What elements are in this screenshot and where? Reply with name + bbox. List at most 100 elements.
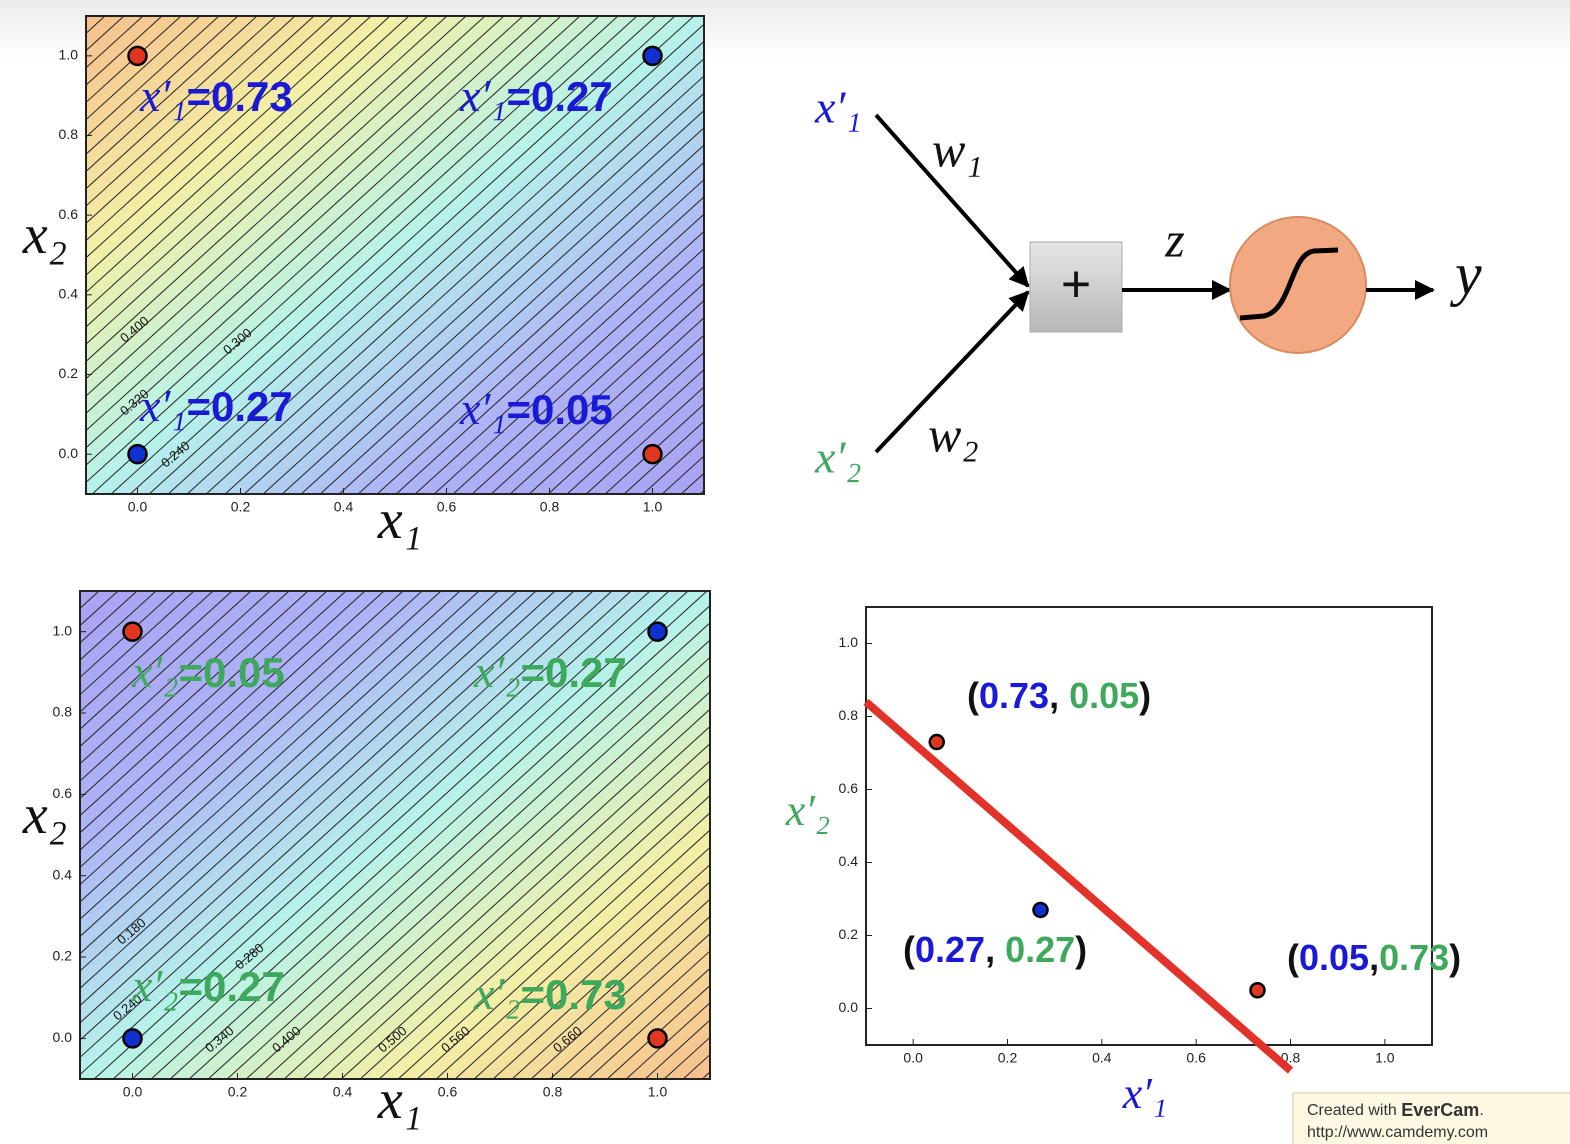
contour-line <box>80 591 290 782</box>
sigmoid-curve <box>1239 247 1339 321</box>
contour-line <box>530 915 710 1079</box>
contour-line <box>547 351 704 494</box>
contour-line <box>86 16 239 155</box>
y-axis-label: x₂ <box>22 204 67 266</box>
contour-line <box>91 16 619 494</box>
contour-line <box>112 591 651 1079</box>
contour-line <box>80 591 176 679</box>
x-tick-label: 0.6 <box>1186 1050 1206 1066</box>
contour-line <box>473 863 710 1079</box>
contour-line <box>86 16 258 173</box>
plot-bg <box>866 607 1432 1045</box>
contour-line <box>86 16 277 190</box>
weight-1: w₁ <box>932 121 983 177</box>
contour-line <box>86 16 201 121</box>
point-label-part: , <box>1049 675 1069 716</box>
x-tick-label: 0.4 <box>334 499 354 515</box>
point-label-part: ( <box>1287 937 1299 978</box>
contour-line <box>243 75 704 494</box>
contour-line <box>433 248 704 494</box>
contour-line <box>80 591 252 748</box>
x-axis-label: x₁ <box>377 489 422 551</box>
annotation: x′₂=0.05 <box>131 646 285 697</box>
x-tick-label: 0.2 <box>228 1084 248 1100</box>
watermark-suffix: . <box>1479 1102 1483 1119</box>
contour-line <box>129 16 657 494</box>
contour-line <box>86 16 505 397</box>
contour-line <box>321 725 710 1079</box>
contour-line <box>416 812 710 1079</box>
point-label-part: 0.27 <box>915 929 985 970</box>
contour-line <box>452 265 704 494</box>
contour-line <box>86 16 334 242</box>
point-label: (0.27, 0.27) <box>903 929 1087 970</box>
contour-fill <box>80 591 710 1079</box>
y-tick-label: 0.0 <box>839 999 859 1015</box>
contour-line <box>376 196 704 494</box>
edge-2 <box>874 290 1030 454</box>
contour-line <box>80 591 575 1041</box>
y-tick-label: 0.6 <box>59 206 79 222</box>
data-point <box>127 45 148 67</box>
chart: 0.0 0.2 0.4 0.6 0.8 1.00.00.20.40.60.81.0x′₁x… <box>785 606 1461 1118</box>
contour-line <box>86 16 353 259</box>
output-label: y <box>1449 241 1482 307</box>
neuron-diagram: x′₁ x′₂ w₁ w₂ + z y <box>814 82 1482 483</box>
data-point <box>642 443 663 465</box>
annotation: x′₁=0.05 <box>459 383 613 434</box>
watermark-url: http://www.camdemy.com <box>1307 1124 1488 1141</box>
contour-line <box>110 16 638 494</box>
contour-lines <box>80 591 710 1079</box>
data-point <box>647 621 668 642</box>
y-tick-label: 0.0 <box>59 445 79 461</box>
contour-line <box>86 16 429 328</box>
edge-1 <box>874 113 1030 288</box>
point-label-part: 0.05 <box>1299 937 1369 978</box>
contour-line <box>86 16 372 276</box>
contour-line <box>80 591 613 1076</box>
x-tick-label: 0.8 <box>540 499 560 515</box>
data-point <box>642 45 663 67</box>
y-axis-label: x₂ <box>22 784 67 846</box>
y-tick-label: 1.0 <box>59 47 79 63</box>
annotation: x′₁=0.73 <box>139 70 293 121</box>
contour-line <box>283 691 710 1079</box>
contour-line <box>262 92 704 494</box>
point-label-part: 0.73 <box>1379 937 1449 978</box>
contour-line <box>80 591 195 696</box>
contour-line <box>264 673 710 1079</box>
x-tick-label: 0.0 <box>123 1084 143 1100</box>
x-tick-label: 1.0 <box>1375 1050 1395 1066</box>
contour-line <box>86 16 543 432</box>
sum-box <box>1029 241 1123 333</box>
watermark-line: Created with EverCam. <box>1307 1100 1484 1120</box>
y-tick-label: 0.4 <box>839 853 859 869</box>
x-tick-label: 0.6 <box>437 499 457 515</box>
plot-frame <box>865 606 1433 1046</box>
contour-line <box>93 591 632 1079</box>
contour-line <box>86 16 600 484</box>
contour-line <box>357 178 704 494</box>
x-tick-label: 0.2 <box>231 499 251 515</box>
y-tick-label: 0.6 <box>839 780 859 796</box>
x-tick-label: 0.8 <box>543 1084 563 1100</box>
contour-line <box>338 161 704 494</box>
contour-line <box>80 591 499 972</box>
point-label-part: , <box>985 929 1005 970</box>
contour-line <box>131 591 670 1079</box>
contour-line <box>86 16 448 345</box>
contour-line <box>80 591 480 955</box>
annotation: x′₁=0.27 <box>139 380 293 431</box>
contour-line <box>509 317 704 494</box>
x-tick-label: 0.4 <box>1092 1050 1112 1066</box>
contour-line <box>568 950 710 1079</box>
watermark-box <box>1292 1092 1570 1144</box>
x-tick-label: 0.0 <box>903 1050 923 1066</box>
sum-symbol: + <box>1061 256 1091 314</box>
data-point <box>1032 901 1049 919</box>
y-tick-label: 0.6 <box>53 785 73 801</box>
contour-line <box>86 16 524 414</box>
x-axis-label: x′₁ <box>1122 1069 1167 1118</box>
